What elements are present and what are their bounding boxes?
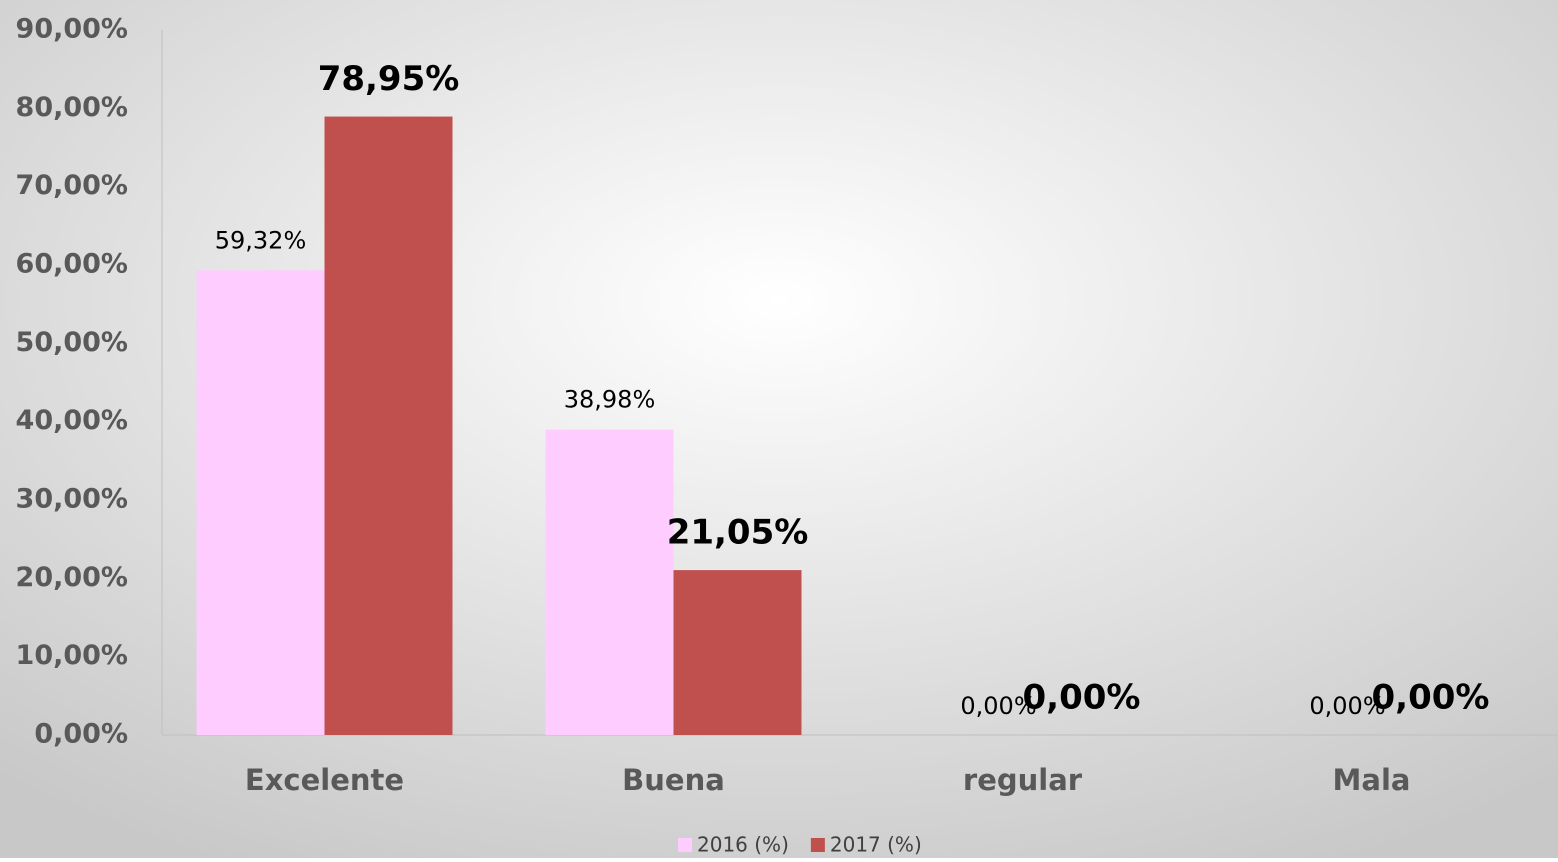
y-tick-label: 0,00% <box>34 719 128 750</box>
y-tick-label: 40,00% <box>16 405 128 436</box>
data-label: 78,95% <box>318 59 460 99</box>
bar <box>545 429 674 735</box>
data-label: 0,00% <box>1372 678 1490 718</box>
y-tick-label: 60,00% <box>16 249 128 280</box>
y-tick-label: 80,00% <box>16 92 128 123</box>
x-tick-label: Excelente <box>245 763 404 797</box>
data-label: 21,05% <box>667 513 809 553</box>
data-label: 59,32% <box>215 226 307 254</box>
x-tick-label: Buena <box>622 763 725 797</box>
data-label: 0,00% <box>1023 678 1141 718</box>
y-tick-label: 50,00% <box>16 327 128 358</box>
y-tick-label: 20,00% <box>16 562 128 593</box>
y-tick-label: 90,00% <box>16 14 128 45</box>
data-label: 0,00% <box>1309 692 1385 720</box>
legend-label: 2016 (%) <box>697 833 789 857</box>
x-tick-label: regular <box>963 763 1083 797</box>
data-label: 0,00% <box>960 692 1036 720</box>
legend-swatch <box>678 838 692 852</box>
data-label: 38,98% <box>564 386 656 414</box>
legend-swatch <box>810 838 825 852</box>
bar <box>196 270 325 735</box>
bar <box>673 570 802 735</box>
legend-label: 2017 (%) <box>830 833 922 857</box>
y-tick-label: 70,00% <box>16 170 128 201</box>
y-tick-label: 10,00% <box>16 640 128 671</box>
x-tick-label: Mala <box>1333 763 1411 797</box>
y-tick-label: 30,00% <box>16 484 128 515</box>
bar <box>324 116 453 735</box>
